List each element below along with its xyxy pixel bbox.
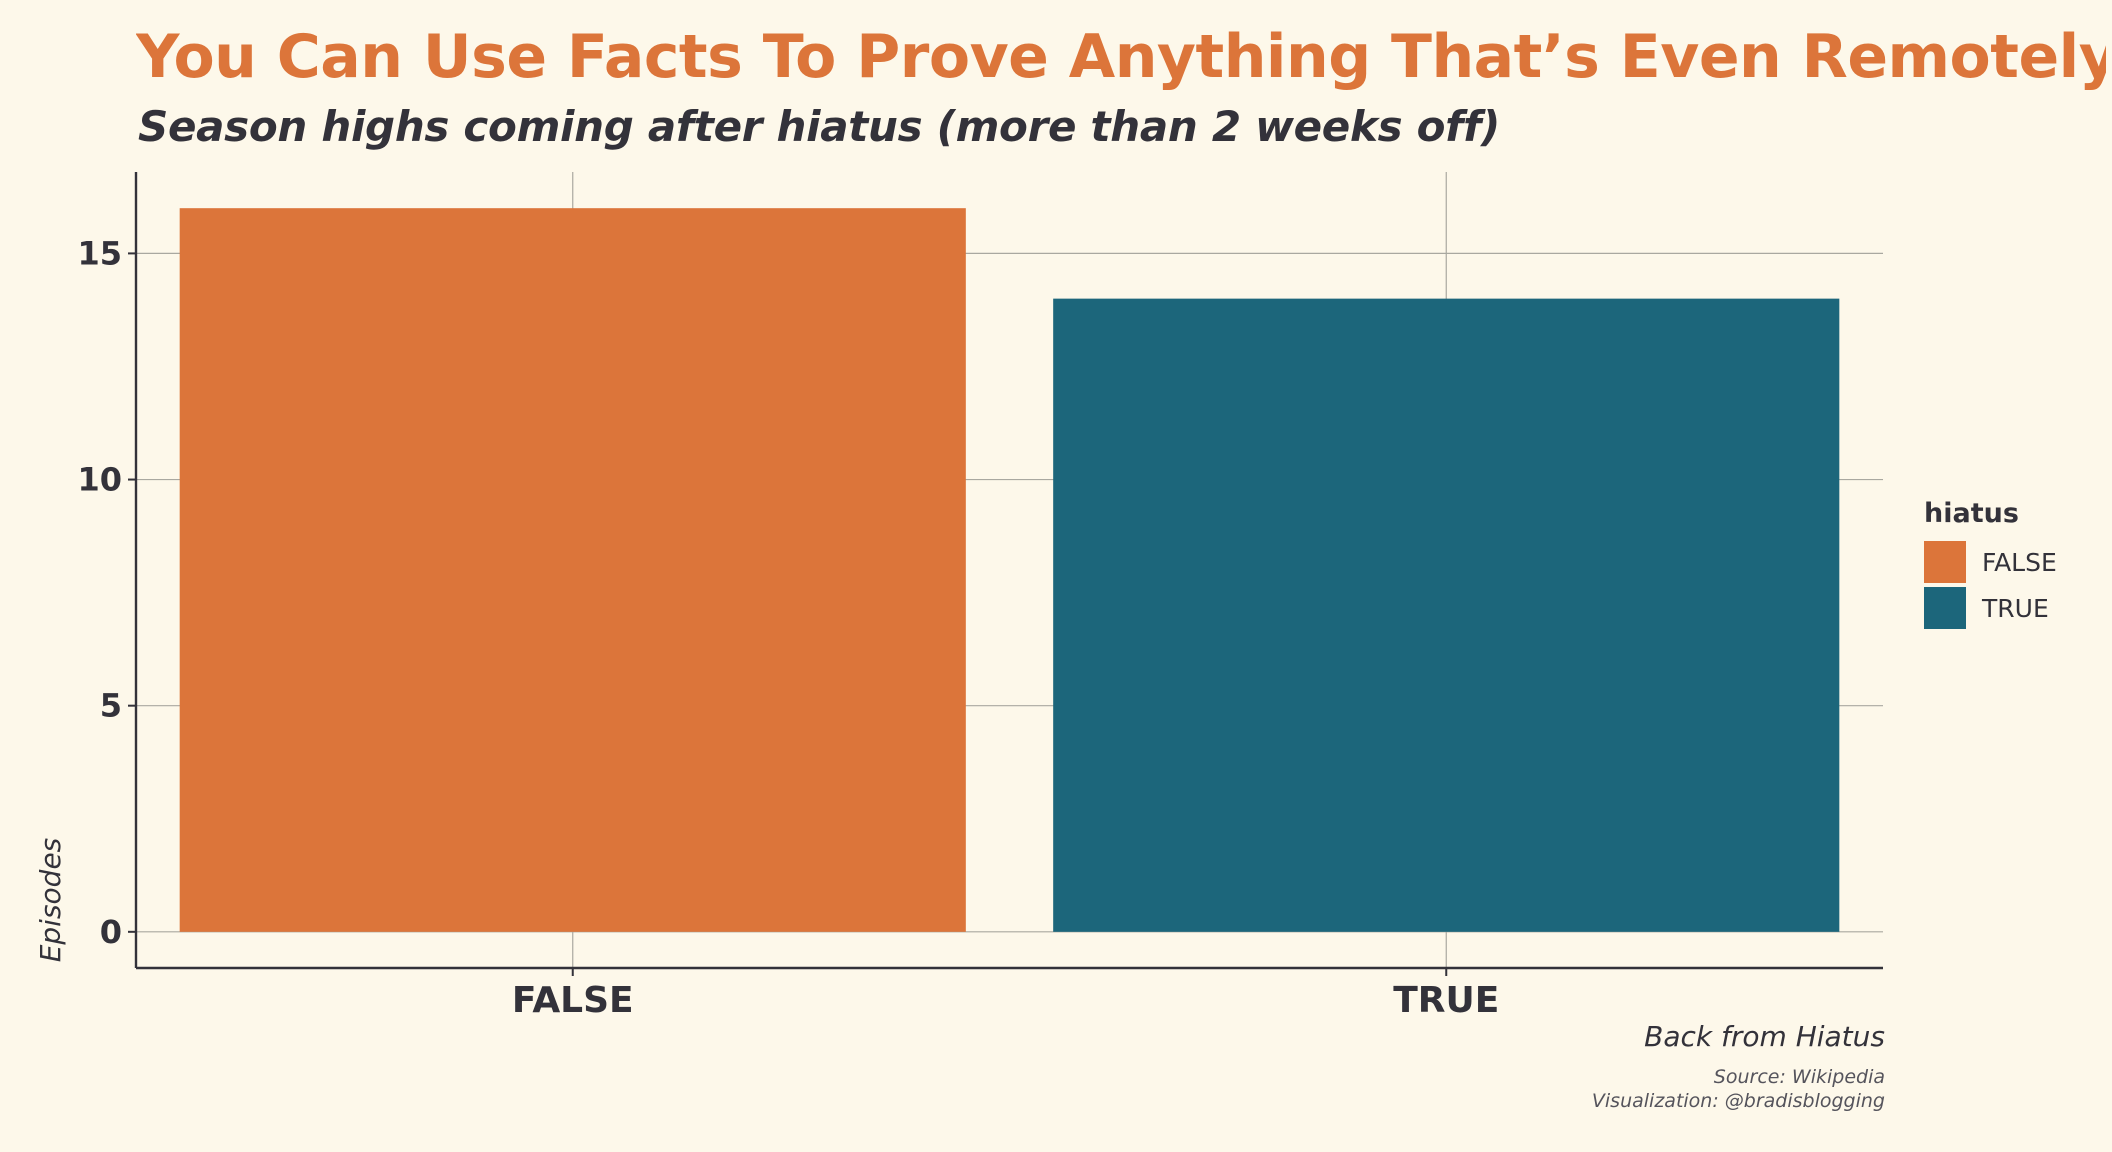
y-tick-label: 15 xyxy=(77,234,122,272)
chart-subtitle: Season highs coming after hiatus (more t… xyxy=(138,102,1501,151)
bars xyxy=(179,208,1840,932)
credit-note: Visualization: @bradisblogging xyxy=(1591,1090,1885,1112)
bar-true xyxy=(1053,298,1840,932)
x-tick-label: FALSE xyxy=(512,980,634,1021)
legend-title: hiatus xyxy=(1924,498,2019,529)
y-tick-label: 5 xyxy=(100,687,122,725)
legend-swatch-false xyxy=(1924,541,1966,583)
y-tick-label: 0 xyxy=(100,913,122,951)
legend-item-true: TRUE xyxy=(1924,585,2057,631)
legend-label-true: TRUE xyxy=(1982,593,2049,623)
y-tick-label: 10 xyxy=(77,461,122,499)
tick-labels: 0 5 10 15 FALSE TRUE xyxy=(77,234,1499,1021)
legend: hiatus FALSE TRUE xyxy=(1924,498,2057,631)
source-note: Source: Wikipedia xyxy=(1713,1066,1885,1088)
legend-item-false: FALSE xyxy=(1924,539,2057,585)
bar-false xyxy=(179,208,966,932)
y-axis-title: Episodes xyxy=(34,838,67,963)
x-tick-label: TRUE xyxy=(1393,980,1499,1021)
axes xyxy=(128,172,1883,976)
chart-title: You Can Use Facts To Prove Anything That… xyxy=(136,22,2106,92)
caption: Back from Hiatus xyxy=(1644,1020,1885,1053)
legend-swatch-true xyxy=(1924,587,1966,629)
legend-label-false: FALSE xyxy=(1982,547,2057,577)
